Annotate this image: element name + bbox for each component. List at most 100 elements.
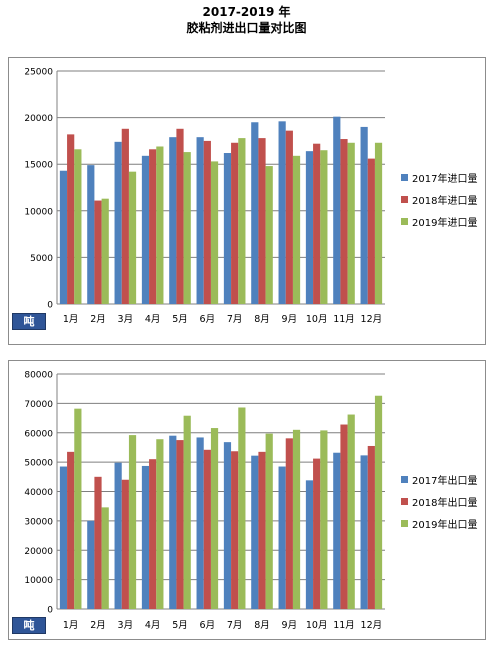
legend-label-2019: 2019年进口量 — [412, 217, 478, 229]
legend-item-2019: 2019年出口量 — [401, 512, 477, 534]
bar-2018-8 — [258, 451, 266, 609]
bar-2018-9 — [285, 130, 293, 304]
y-tick-label: 25000 — [24, 68, 53, 78]
legend-label-2018: 2018年进口量 — [412, 195, 478, 207]
y-tick-label: 5000 — [30, 254, 53, 264]
bar-2017-4 — [141, 465, 150, 609]
bar-2019-7 — [238, 407, 246, 609]
x-tick-label: 2月 — [90, 620, 106, 631]
bar-2018-1 — [67, 451, 75, 609]
x-tick-label: 1月 — [63, 314, 79, 325]
bar-2017-10 — [305, 151, 314, 304]
x-tick-label: 5月 — [172, 314, 188, 325]
x-tick-label: 6月 — [200, 620, 216, 631]
y-tick-label: 40000 — [24, 488, 53, 498]
legend-label-2018: 2018年出口量 — [412, 497, 478, 509]
y-tick-label: 20000 — [24, 114, 53, 124]
bar-2018-11 — [340, 139, 348, 304]
x-tick-label: 9月 — [282, 620, 298, 631]
bar-2018-2 — [94, 476, 102, 609]
bar-2017-6 — [196, 437, 204, 609]
bar-2017-12 — [360, 455, 368, 609]
bar-2017-2 — [87, 165, 95, 304]
bar-2017-8 — [251, 455, 259, 609]
bar-2017-1 — [59, 466, 68, 609]
x-tick-label: 9月 — [282, 314, 298, 325]
bar-2017-3 — [114, 462, 122, 609]
bar-2019-4 — [156, 439, 164, 609]
legend-item-2017: 2017年进口量 — [401, 166, 477, 188]
x-tick-label: 12月 — [361, 620, 383, 631]
bar-2018-8 — [258, 138, 266, 304]
bar-2018-11 — [340, 424, 348, 609]
bar-2017-2 — [87, 520, 95, 609]
y-tick-label: 10000 — [24, 576, 53, 586]
bar-2018-7 — [231, 142, 239, 304]
bar-2017-7 — [223, 153, 232, 304]
export-chart-plot: 0 10000 20000 30000 40000 50000 60000 70000 8000… — [24, 371, 385, 631]
bar-2019-11 — [347, 142, 355, 304]
x-tick-label: 12月 — [361, 314, 383, 325]
bar-2019-10 — [320, 430, 328, 609]
unit-label: 吨 — [12, 617, 46, 634]
bar-2019-9 — [292, 155, 301, 304]
bar-2017-4 — [141, 155, 150, 304]
bar-2019-12 — [374, 142, 383, 304]
y-tick-label: 20000 — [24, 547, 53, 557]
chart-title-line1: 2017-2019 年 — [202, 5, 291, 19]
x-tick-label: 2月 — [90, 314, 106, 325]
bar-2018-5 — [176, 440, 184, 609]
legend-item-2018: 2018年出口量 — [401, 490, 477, 512]
y-tick-label: 0 — [47, 301, 53, 311]
import-legend: 2017年进口量 2018年进口量 2019年进口量 — [401, 166, 477, 232]
bar-2019-10 — [320, 150, 328, 304]
legend-swatch-2017 — [401, 173, 408, 181]
y-tick-label: 10000 — [24, 207, 53, 217]
bar-2018-4 — [149, 149, 157, 304]
x-tick-label: 8月 — [254, 314, 270, 325]
bar-2019-4 — [156, 146, 164, 304]
bar-2019-3 — [128, 171, 137, 304]
x-tick-label: 3月 — [118, 620, 134, 631]
y-tick-label: 80000 — [24, 371, 53, 381]
legend-swatch-2018 — [401, 195, 408, 203]
x-tick-label: 1月 — [63, 620, 79, 631]
bar-2018-1 — [67, 134, 75, 304]
bar-2019-9 — [292, 429, 301, 609]
bar-2017-6 — [196, 137, 204, 304]
bar-2018-2 — [94, 200, 102, 304]
x-tick-label: 3月 — [118, 314, 134, 325]
legend-swatch-2019 — [401, 519, 408, 527]
bar-2019-2 — [101, 507, 109, 609]
bar-2019-1 — [74, 149, 82, 304]
bar-2018-12 — [367, 445, 375, 609]
legend-label-2017: 2017年出口量 — [412, 475, 478, 487]
bar-2019-12 — [374, 395, 383, 609]
bar-2017-9 — [278, 466, 286, 609]
legend-swatch-2018 — [401, 497, 408, 505]
bar-2017-9 — [278, 121, 286, 304]
x-tick-label: 11月 — [333, 314, 355, 325]
y-tick-label: 50000 — [24, 459, 53, 469]
x-tick-label: 10月 — [306, 620, 328, 631]
bar-2019-1 — [74, 408, 82, 609]
bar-2017-1 — [59, 170, 68, 304]
bar-2018-10 — [313, 458, 321, 609]
x-tick-label: 4月 — [145, 314, 161, 325]
bar-2017-10 — [305, 480, 314, 609]
bar-2019-3 — [128, 435, 137, 609]
x-tick-label: 6月 — [200, 314, 216, 325]
bar-2018-4 — [149, 459, 157, 609]
bar-2018-6 — [203, 449, 211, 609]
bar-2017-5 — [169, 435, 177, 609]
bar-2018-9 — [285, 438, 293, 609]
bar-2019-8 — [265, 166, 273, 304]
bar-2017-12 — [360, 126, 368, 304]
legend-label-2019: 2019年出口量 — [412, 519, 478, 531]
x-tick-label: 10月 — [306, 314, 328, 325]
legend-item-2019: 2019年进口量 — [401, 210, 477, 232]
bar-2019-8 — [265, 433, 273, 609]
import-chart-panel: 0 5000 10000 15000 20000 25000 1月 2月 3月 4月 5月 6月 7月 8… — [8, 57, 486, 345]
x-tick-label: 11月 — [333, 620, 355, 631]
import-chart-plot: 0 5000 10000 15000 20000 25000 1月 2月 3月 4月 5月 6月 7月 8… — [24, 68, 385, 325]
